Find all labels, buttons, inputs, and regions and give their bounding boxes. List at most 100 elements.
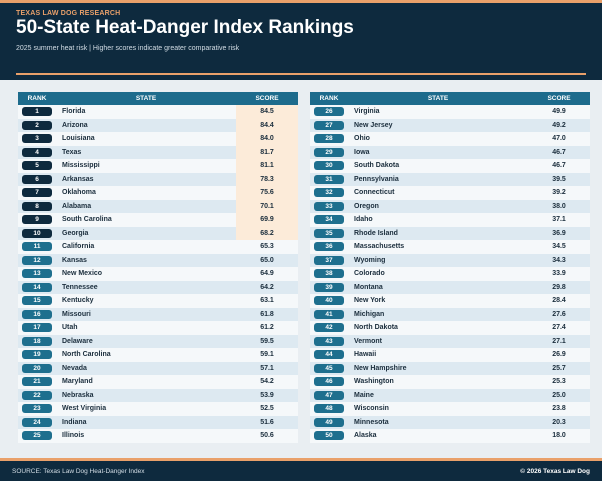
score-value: 81.1 — [236, 159, 298, 173]
rank-cell: 26 — [310, 107, 348, 117]
score-value: 49.9 — [552, 108, 566, 115]
state-name: Ohio — [354, 135, 370, 143]
rank-cell: 17 — [18, 323, 56, 333]
state-name: Kentucky — [62, 297, 94, 305]
score-value: 36.9 — [552, 229, 566, 237]
rankings-table-right: RANK STATE SCORE 26 Virginia 49.9 27 New Jer… — [310, 92, 590, 443]
rank-badge: 15 — [22, 296, 52, 306]
table-row: 20 Nevada 57.1 — [18, 361, 298, 375]
score-value: 64.2 — [260, 283, 274, 291]
table-row: 7 Oklahoma 75.6 — [18, 186, 298, 200]
state-name: Alabama — [62, 202, 92, 210]
rank-cell: 37 — [310, 255, 348, 265]
rank-badge: 21 — [22, 377, 52, 387]
score-value: 27.4 — [552, 324, 566, 331]
rank-badge: 24 — [22, 417, 52, 427]
rank-badge: 4 — [22, 147, 52, 157]
rank-cell: 7 — [18, 188, 56, 198]
state-name: Hawaii — [354, 351, 377, 359]
rank-cell: 9 — [18, 215, 56, 225]
score-value: 47.0 — [552, 135, 566, 142]
rank-cell: 21 — [18, 377, 56, 387]
score-value: 51.6 — [260, 418, 274, 426]
score-value: 25.3 — [552, 378, 566, 385]
table-row: 11 California 65.3 — [18, 240, 298, 254]
header-divider — [16, 73, 586, 75]
state-name: Maine — [354, 391, 374, 399]
rank-cell: 23 — [18, 404, 56, 414]
rank-cell: 10 — [18, 228, 56, 238]
rank-badge: 43 — [314, 336, 344, 346]
table-row: 2 Arizona 84.4 — [18, 118, 298, 132]
rank-cell: 39 — [310, 282, 348, 292]
rank-cell: 49 — [310, 417, 348, 427]
state-name: Iowa — [354, 148, 370, 156]
table-body: 26 Virginia 49.9 27 New Jersey 49.2 28 Ohio 47.0… — [310, 105, 590, 443]
table-row: 26 Virginia 49.9 — [310, 105, 590, 119]
table-row: 5 Mississippi 81.1 — [18, 159, 298, 173]
table-row: 31 Pennsylvania 39.5 — [310, 172, 590, 186]
score-value: 68.2 — [236, 226, 298, 240]
rank-badge: 37 — [314, 255, 344, 265]
score-value: 20.3 — [552, 418, 566, 426]
rank-badge: 9 — [22, 215, 52, 225]
score-value: 33.9 — [552, 270, 566, 277]
state-name: Nevada — [62, 364, 87, 372]
state-name: Mississippi — [62, 162, 100, 170]
score-value: 70.1 — [236, 199, 298, 213]
rank-badge: 50 — [314, 431, 344, 441]
rank-badge: 32 — [314, 188, 344, 198]
rank-cell: 5 — [18, 161, 56, 171]
rank-badge: 25 — [22, 431, 52, 441]
rank-cell: 41 — [310, 309, 348, 319]
rank-badge: 1 — [22, 107, 52, 117]
rank-badge: 44 — [314, 350, 344, 360]
rank-cell: 15 — [18, 296, 56, 306]
rank-badge: 12 — [22, 255, 52, 265]
rank-cell: 12 — [18, 255, 56, 265]
score-value: 57.1 — [260, 364, 274, 372]
rank-cell: 2 — [18, 120, 56, 130]
rank-cell: 40 — [310, 296, 348, 306]
state-name: North Carolina — [62, 351, 111, 359]
state-name: South Dakota — [354, 162, 400, 170]
source-note: SOURCE: Texas Law Dog Heat-Danger Index — [12, 468, 145, 475]
rank-badge: 22 — [22, 390, 52, 400]
state-name: Connecticut — [354, 189, 395, 197]
table-row: 23 West Virginia 52.5 — [18, 402, 298, 416]
state-name: New Mexico — [62, 270, 103, 278]
score-value: 84.5 — [236, 105, 298, 119]
rank-badge: 47 — [314, 390, 344, 400]
rank-cell: 33 — [310, 201, 348, 211]
rank-badge: 5 — [22, 161, 52, 171]
rank-cell: 14 — [18, 282, 56, 292]
table-row: 30 South Dakota 46.7 — [310, 159, 590, 173]
score-value: 65.3 — [260, 243, 274, 250]
table-row: 9 South Carolina 69.9 — [18, 213, 298, 227]
rank-badge: 48 — [314, 404, 344, 414]
table-row: 47 Maine 25.0 — [310, 388, 590, 402]
score-value: 54.2 — [260, 378, 274, 385]
rank-cell: 28 — [310, 134, 348, 144]
table-row: 22 Nebraska 53.9 — [18, 388, 298, 402]
rank-cell: 42 — [310, 323, 348, 333]
state-name: Montana — [354, 283, 383, 291]
score-value: 69.9 — [236, 213, 298, 227]
score-value: 39.2 — [552, 189, 566, 196]
score-value: 34.5 — [552, 243, 566, 250]
rank-badge: 16 — [22, 309, 52, 319]
rank-cell: 18 — [18, 336, 56, 346]
rank-badge: 34 — [314, 215, 344, 225]
score-value: 63.1 — [260, 297, 274, 304]
table-row: 34 Idaho 37.1 — [310, 213, 590, 227]
table-row: 19 North Carolina 59.1 — [18, 348, 298, 362]
table-row: 36 Massachusetts 34.5 — [310, 240, 590, 254]
state-name: Utah — [62, 324, 78, 332]
column-header-score: SCORE — [547, 95, 571, 102]
rank-cell: 29 — [310, 147, 348, 157]
table-header: RANK STATE SCORE — [310, 92, 590, 105]
score-value: 26.9 — [552, 351, 566, 358]
state-name: Texas — [62, 148, 82, 156]
table-row: 39 Montana 29.8 — [310, 280, 590, 294]
column-header-rank: RANK — [319, 95, 339, 102]
